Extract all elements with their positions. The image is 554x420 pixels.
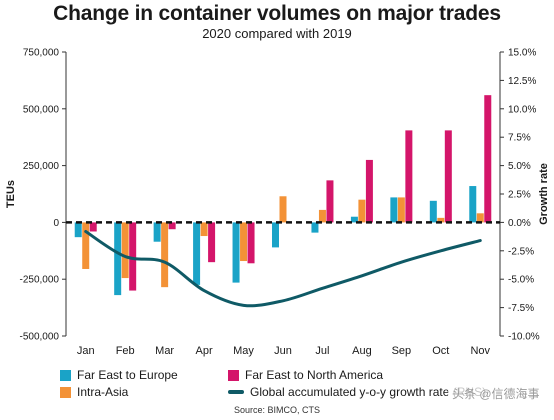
right-tick-label: 7.5%	[508, 133, 531, 144]
bar-far-east-to-north-america-aug	[365, 159, 373, 223]
legend-far-east-europe: Far East to Europe	[60, 368, 178, 382]
chart-source: Source: BIMCO, CTS	[233, 405, 321, 415]
x-tick-label-mar: Mar	[155, 345, 174, 357]
legend-growth-rate: Global accumulated y-o-y growth rate (RH…	[228, 385, 486, 399]
bar-intra-asia-feb	[121, 222, 129, 279]
right-tick-label: 0.0%	[508, 218, 531, 229]
bar-intra-asia-jan	[82, 222, 90, 269]
legend-label-far-east-europe: Far East to Europe	[77, 368, 178, 382]
bar-intra-asia-may	[240, 222, 248, 262]
x-tick-label-jan: Jan	[77, 345, 95, 357]
chart-title: Change in container volumes on major tra…	[53, 2, 501, 25]
chart-subtitle: 2020 compared with 2019	[202, 26, 352, 41]
legend-label-intra-asia: Intra-Asia	[77, 385, 129, 399]
bar-far-east-to-europe-aug	[350, 216, 358, 223]
right-tick-label: -5.0%	[508, 275, 534, 286]
bar-far-east-to-north-america-nov	[484, 95, 492, 223]
legend-swatch-far-east-europe	[60, 369, 71, 381]
legend-label-far-east-north-america: Far East to North America	[245, 368, 384, 382]
bar-far-east-to-europe-jul	[311, 222, 319, 233]
bar-far-east-to-europe-nov	[469, 186, 477, 223]
left-tick-label: 0	[53, 218, 59, 229]
bar-far-east-to-europe-apr	[193, 222, 201, 285]
bar-intra-asia-nov	[476, 213, 484, 223]
right-tick-label: -10.0%	[508, 332, 540, 343]
right-tick-label: 15.0%	[508, 48, 536, 59]
right-tick-label: -2.5%	[508, 246, 534, 257]
bar-far-east-to-north-america-oct	[444, 130, 452, 223]
bar-far-east-to-north-america-sep	[405, 130, 413, 223]
bar-far-east-to-europe-jan	[74, 222, 82, 238]
right-tick-label: 2.5%	[508, 190, 531, 201]
x-tick-label-nov: Nov	[470, 345, 490, 357]
bar-intra-asia-aug	[358, 199, 366, 223]
right-tick-label: 12.5%	[508, 76, 536, 87]
x-tick-label-sep: Sep	[392, 345, 412, 357]
bar-intra-asia-apr	[200, 222, 208, 237]
right-tick-label: -7.5%	[508, 303, 534, 314]
legend-intra-asia: Intra-Asia	[60, 385, 128, 399]
left-tick-label: -500,000	[20, 332, 60, 343]
right-tick-label: 10.0%	[508, 104, 536, 115]
legend-far-east-north-america: Far East to North America	[228, 368, 383, 382]
bar-far-east-to-north-america-jul	[326, 180, 334, 223]
right-axis-title: Growth rate	[538, 163, 550, 225]
growth-rate-line	[84, 229, 482, 308]
legend-label-growth-rate: Global accumulated y-o-y growth rate (RH…	[250, 385, 487, 399]
bar-intra-asia-mar	[161, 222, 169, 288]
legend-swatch-far-east-north-america	[228, 369, 239, 381]
left-tick-label: -250,000	[20, 275, 60, 286]
bar-far-east-to-europe-feb	[114, 222, 122, 296]
legend-swatch-growth-rate	[228, 390, 244, 394]
x-tick-label-jul: Jul	[315, 345, 329, 357]
right-tick-label: 5.0%	[508, 161, 531, 172]
x-tick-label-jun: Jun	[274, 345, 292, 357]
bar-far-east-to-north-america-feb	[129, 222, 137, 291]
left-tick-label: 250,000	[23, 161, 60, 172]
x-tick-label-aug: Aug	[352, 345, 372, 357]
left-axis-title: TEUs	[5, 180, 17, 208]
bar-far-east-to-north-america-mar	[168, 222, 176, 230]
bar-far-east-to-europe-oct	[429, 200, 437, 223]
x-tick-label-oct: Oct	[432, 345, 449, 357]
legend-swatch-intra-asia	[60, 386, 71, 398]
bar-far-east-to-north-america-may	[247, 222, 255, 264]
x-tick-label-feb: Feb	[116, 345, 135, 357]
x-tick-label-apr: Apr	[196, 345, 213, 357]
left-tick-label: 750,000	[23, 48, 60, 59]
left-tick-label: 500,000	[23, 104, 60, 115]
bar-far-east-to-north-america-apr	[208, 222, 216, 263]
bar-far-east-to-europe-mar	[153, 222, 161, 242]
bar-intra-asia-jul	[318, 209, 326, 223]
watermark: 头条 @信德海事	[448, 384, 544, 403]
bar-intra-asia-sep	[397, 197, 405, 223]
bar-far-east-to-europe-may	[232, 222, 240, 283]
bar-intra-asia-oct	[437, 217, 445, 223]
bar-far-east-to-europe-jun	[272, 222, 279, 248]
bar-far-east-to-europe-sep	[390, 197, 398, 223]
x-tick-label-may: May	[233, 345, 254, 357]
bar-intra-asia-jun	[279, 196, 287, 223]
bar-far-east-to-north-america-jan	[89, 222, 97, 232]
